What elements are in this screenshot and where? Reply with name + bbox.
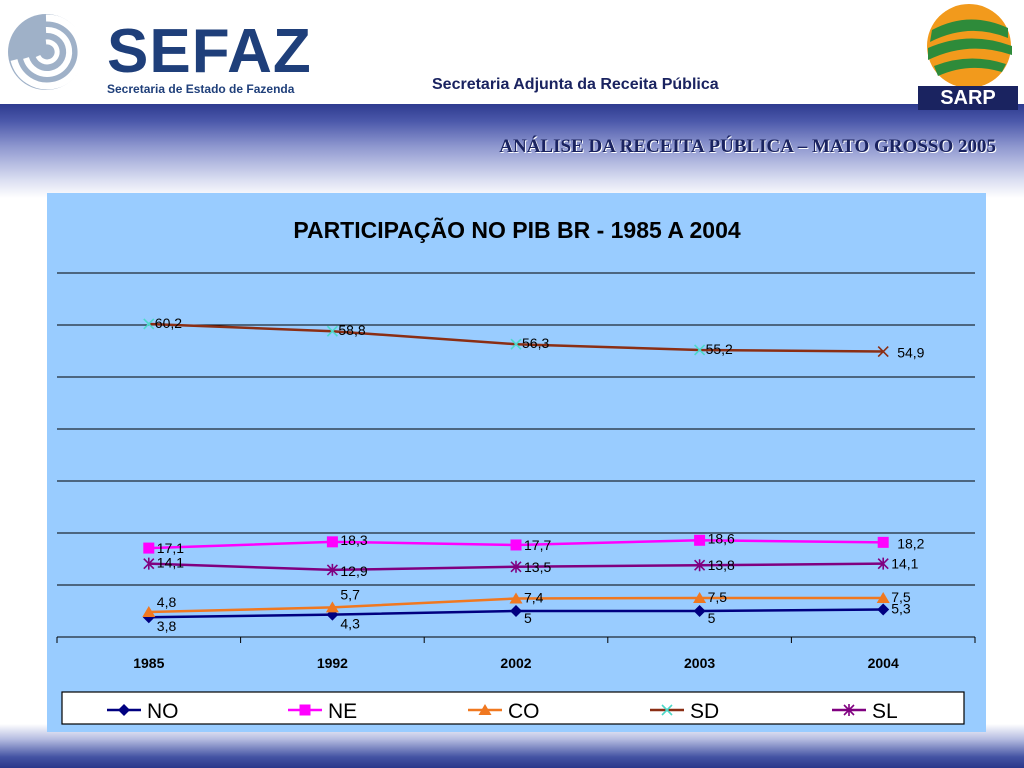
data-label: 13,5 xyxy=(524,559,551,575)
data-label: 13,8 xyxy=(708,557,735,573)
data-labels: 3,8 4,3 5 5 5,3 17,1 18,3 17,7 18,6 18,2 4,8 5,7 7,4… xyxy=(155,315,925,634)
data-point-ne xyxy=(510,539,522,551)
data-point-sd xyxy=(326,325,338,337)
data-point-sl xyxy=(877,557,889,570)
data-point-co xyxy=(509,592,523,604)
data-label: 5 xyxy=(708,610,716,626)
page-subtitle: ANÁLISE DA RECEITA PÚBLICA – MATO GROSSO… xyxy=(499,136,996,157)
legend-label: SL xyxy=(872,700,898,723)
x-tick-label: 1985 xyxy=(133,655,164,671)
line-chart: PARTICIPAÇÃO NO PIB BR - 1985 A 2004 198… xyxy=(56,216,976,725)
x-tick-label: 2003 xyxy=(684,655,715,671)
title-band xyxy=(0,104,1024,198)
data-label: 17,1 xyxy=(157,540,184,556)
legend-marker xyxy=(118,704,130,716)
legend-item-co: CO xyxy=(468,700,540,723)
sefaz-swirl-icon xyxy=(8,14,85,90)
data-label: 5,7 xyxy=(340,586,360,602)
data-point-sd xyxy=(877,345,889,358)
legend-label: NE xyxy=(328,700,357,723)
data-label: 5,3 xyxy=(891,600,911,616)
legend: NO NE CO SD SL xyxy=(61,691,965,725)
sarp-logo: SARP xyxy=(916,0,1022,112)
data-point-sl xyxy=(510,560,522,573)
data-label: 7,5 xyxy=(708,589,728,605)
data-point-no xyxy=(510,605,522,617)
data-label: 4,8 xyxy=(157,594,177,610)
chart-area: PARTICIPAÇÃO NO PIB BR - 1985 A 2004 198… xyxy=(47,193,986,732)
data-point-sl xyxy=(143,557,155,570)
legend-label: SD xyxy=(690,700,719,723)
data-label: 17,7 xyxy=(524,537,551,553)
data-point-no xyxy=(877,603,890,616)
data-label: 3,8 xyxy=(157,618,177,634)
legend-item-sl: SL xyxy=(832,700,898,723)
data-label: 60,2 xyxy=(155,315,182,331)
x-tick-label: 1992 xyxy=(317,655,348,671)
data-label: 18,6 xyxy=(708,530,735,546)
data-point-sl xyxy=(326,563,338,576)
series-lines xyxy=(148,322,884,619)
gridlines xyxy=(57,272,975,638)
data-point-sd xyxy=(143,318,155,330)
sefaz-wordmark: SEFAZ xyxy=(107,17,312,86)
department-name: Secretaria Adjunta da Receita Pública xyxy=(432,76,719,93)
header-band xyxy=(0,0,1024,108)
data-label: 56,3 xyxy=(522,335,549,351)
data-point-ne xyxy=(326,536,338,548)
data-point-co xyxy=(693,592,707,603)
data-point-sd xyxy=(694,344,706,356)
legend-item-no: NO xyxy=(107,700,179,723)
legend-marker xyxy=(299,704,311,716)
data-point-co xyxy=(325,601,339,613)
series-markers xyxy=(142,318,890,624)
sefaz-logo: SEFAZ Secretaria de Estado de Fazenda xyxy=(2,2,311,102)
data-point-ne xyxy=(143,542,155,554)
data-label: 14,1 xyxy=(891,556,918,572)
data-point-sd xyxy=(510,338,522,350)
data-label: 12,9 xyxy=(340,563,367,579)
data-point-no xyxy=(693,605,706,617)
data-label: 14,1 xyxy=(157,555,184,571)
data-label: 54,9 xyxy=(897,345,924,361)
sarp-wordmark: SARP xyxy=(940,87,996,109)
legend-item-ne: NE xyxy=(288,700,357,723)
legend-item-sd: SD xyxy=(650,700,719,723)
data-label: 7,4 xyxy=(524,590,544,606)
legend-marker xyxy=(478,704,492,715)
data-label: 55,2 xyxy=(706,341,733,357)
x-tick-label: 2004 xyxy=(868,655,899,671)
data-label: 4,3 xyxy=(340,616,360,632)
legend-marker xyxy=(843,704,855,716)
series-line-sd xyxy=(148,322,884,353)
data-label: 7,5 xyxy=(891,589,911,605)
sefaz-subtitle: Secretaria de Estado de Fazenda xyxy=(107,82,295,96)
data-label: 18,2 xyxy=(897,535,924,551)
data-point-ne xyxy=(694,534,706,546)
legend-marker xyxy=(661,704,673,716)
legend-label: NO xyxy=(147,700,179,723)
data-point-co xyxy=(142,606,156,618)
data-point-ne xyxy=(877,536,889,548)
data-label: 18,3 xyxy=(340,532,367,548)
chart-title: PARTICIPAÇÃO NO PIB BR - 1985 A 2004 xyxy=(293,216,741,243)
data-point-sl xyxy=(694,559,706,572)
data-label: 58,8 xyxy=(338,322,365,338)
legend-label: CO xyxy=(508,700,540,723)
x-axis: 1985 1992 2002 2003 2004 xyxy=(56,637,976,671)
x-tick-label: 2002 xyxy=(500,655,531,671)
data-point-co xyxy=(876,592,890,603)
data-label: 5 xyxy=(524,610,532,626)
